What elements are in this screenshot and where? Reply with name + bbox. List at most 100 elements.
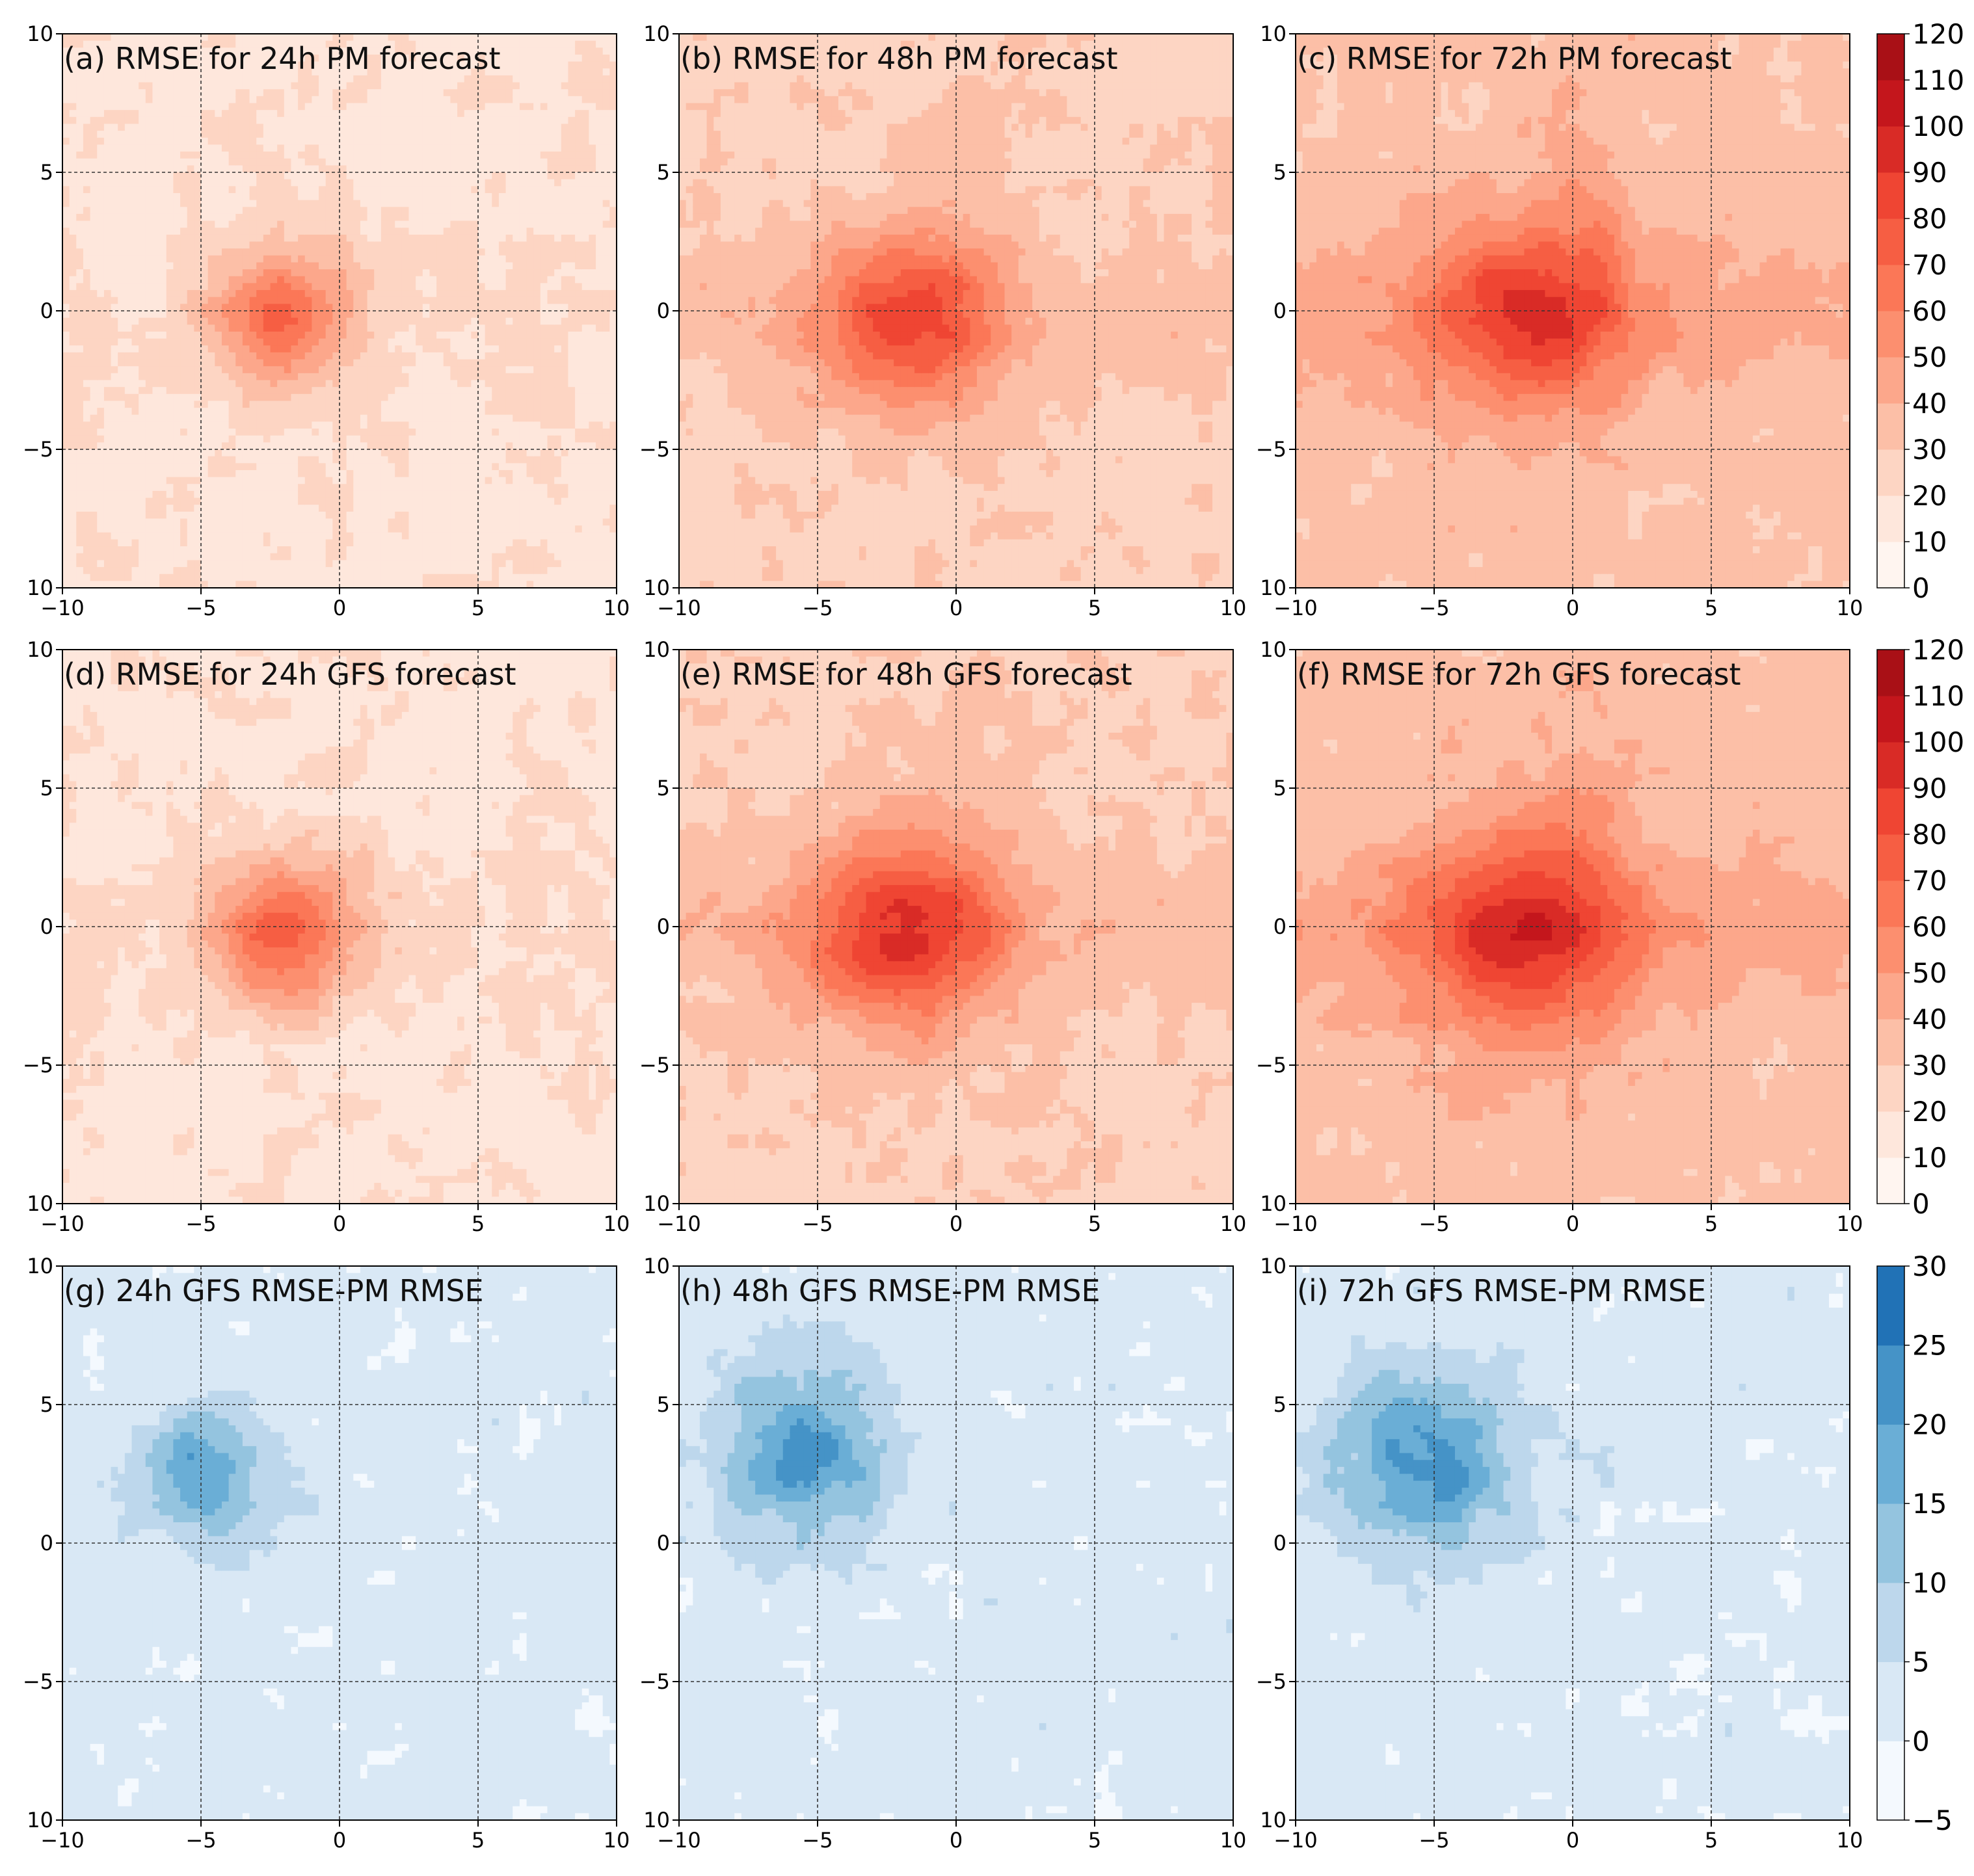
colorbar-bin: [1877, 1424, 1904, 1504]
colorbar-tick-label: 80: [1912, 819, 1947, 851]
x-tick-label: 0: [333, 596, 346, 620]
panels: −10 −5 0 5 10 10 5 0 −5 10 (a) RMSE for 24h PM for…: [23, 21, 1863, 1853]
y-tick-label: 5: [40, 776, 53, 800]
colorbar-bin: [1877, 34, 1904, 81]
y-tick-label: −5: [1256, 1669, 1287, 1694]
x-tick-label: −5: [802, 596, 833, 620]
colorbar-bin: [1877, 742, 1904, 789]
y-tick-label: 5: [657, 160, 670, 185]
x-tick-label: 0: [333, 1211, 346, 1236]
colorbar-tick-label: 60: [1912, 911, 1947, 943]
x-tick-label: −10: [657, 1828, 701, 1853]
y-tick-label: −5: [639, 1053, 670, 1077]
y-tick-label: 5: [1274, 776, 1287, 800]
colorbar-bin: [1877, 218, 1904, 265]
x-tick-label: 5: [1088, 1211, 1101, 1236]
colorbar-bin: [1877, 495, 1904, 542]
x-tick-label: 0: [950, 596, 963, 620]
colorbar-bin: [1877, 311, 1904, 358]
y-tick-label: 10: [1260, 1808, 1287, 1832]
colorbar-bin: [1877, 1661, 1904, 1741]
panel-title-g: (g) 24h GFS RMSE-PM RMSE: [64, 1273, 484, 1308]
y-tick-label: 0: [657, 298, 670, 323]
x-tick-label: 10: [604, 596, 630, 620]
y-tick-label: 10: [27, 1808, 53, 1832]
field-c: [1296, 34, 1850, 588]
colorbar-bin: [1877, 650, 1904, 696]
colorbar-tick-label: 60: [1912, 295, 1947, 327]
colorbar-tick-label: 0: [1912, 1188, 1930, 1220]
colorbar-tick-label: 110: [1912, 680, 1964, 712]
panel-d: −10 −5 0 5 10 10 5 0 −5 10 (d) RMSE for 24h GFS fo…: [23, 637, 630, 1236]
colorbar-tick-label: 20: [1912, 1408, 1947, 1440]
x-tick-label: −5: [185, 596, 216, 620]
panel-a: −10 −5 0 5 10 10 5 0 −5 10 (a) RMSE for 24h PM for…: [23, 21, 630, 620]
x-tick-label: −10: [1274, 596, 1318, 620]
y-tick-label: 0: [1274, 1531, 1287, 1555]
y-tick-label: −5: [639, 1669, 670, 1694]
colorbar-tick-label: 20: [1912, 480, 1947, 512]
colorbar-tick-label: 80: [1912, 203, 1947, 235]
colorbar-bin: [1877, 834, 1904, 881]
colorbar-tick-label: 50: [1912, 341, 1947, 373]
y-tick-label: 10: [643, 575, 670, 600]
panel-c: −10 −5 0 5 10 10 5 0 −5 10 (c) RMSE for 72h PM for…: [1256, 21, 1863, 620]
colorbar-tick-label: 10: [1912, 1142, 1947, 1174]
y-tick-label: 10: [643, 1808, 670, 1832]
colorbar-bin: [1877, 449, 1904, 496]
colorbar-bin: [1877, 788, 1904, 835]
colorbar-tick-label: −5: [1912, 1804, 1953, 1836]
y-tick-label: −5: [1256, 1053, 1287, 1077]
colorbar-bin: [1877, 1019, 1904, 1066]
y-tick-label: 10: [27, 575, 53, 600]
field-i: [1296, 1266, 1850, 1820]
colorbar-tick-label: 30: [1912, 434, 1947, 466]
y-tick-label: 0: [1274, 298, 1287, 323]
panel-h: −10 −5 0 5 10 10 5 0 −5 10 (h) 48h GFS RMSE-PM RMS…: [639, 1254, 1247, 1853]
colorbar-bin: [1877, 973, 1904, 1020]
colorbar-tick-label: 40: [1912, 1003, 1947, 1035]
y-tick-label: −5: [23, 1669, 53, 1694]
x-tick-label: 5: [472, 1828, 485, 1853]
colorbar-bin: [1877, 880, 1904, 927]
x-tick-label: 10: [1837, 596, 1863, 620]
colorbar-bin: [1877, 357, 1904, 404]
y-tick-label: 10: [1260, 1254, 1287, 1278]
panel-title-c: (c) RMSE for 72h PM forecast: [1297, 41, 1732, 76]
panel-title-h: (h) 48h GFS RMSE-PM RMSE: [680, 1273, 1100, 1308]
colorbar-bin: [1877, 1111, 1904, 1158]
x-tick-label: 5: [1705, 596, 1718, 620]
colorbar-bin: [1877, 1157, 1904, 1204]
y-tick-label: 0: [40, 298, 53, 323]
y-tick-label: −5: [639, 437, 670, 462]
colorbar-tick-label: 10: [1912, 526, 1947, 558]
y-tick-label: 5: [1274, 1392, 1287, 1417]
colorbar-bin: [1877, 696, 1904, 743]
y-tick-label: 10: [643, 21, 670, 46]
colorbar-frame: [1876, 1265, 1905, 1821]
y-tick-label: 5: [657, 1392, 670, 1417]
x-tick-label: 0: [1566, 596, 1579, 620]
x-tick-label: 0: [333, 1828, 346, 1853]
x-tick-label: 10: [1837, 1211, 1863, 1236]
x-tick-label: −10: [1274, 1828, 1318, 1853]
colorbar-tick-label: 30: [1912, 1250, 1947, 1282]
x-tick-label: −5: [185, 1828, 216, 1853]
y-tick-label: 5: [40, 1392, 53, 1417]
x-tick-label: −10: [40, 1828, 85, 1853]
y-tick-label: −5: [23, 437, 53, 462]
colorbar-tick-label: 120: [1912, 634, 1964, 666]
y-tick-label: 10: [27, 1191, 53, 1216]
colorbar-tick-label: 120: [1912, 18, 1964, 50]
colorbar-tick-label: 100: [1912, 726, 1964, 758]
x-tick-label: −10: [657, 596, 701, 620]
colorbar-tick-label: 70: [1912, 865, 1947, 897]
y-tick-label: 10: [1260, 575, 1287, 600]
colorbar-bin: [1877, 403, 1904, 450]
colorbar-tick-label: 70: [1912, 249, 1947, 281]
field-f: [1296, 650, 1850, 1204]
x-tick-label: −10: [657, 1211, 701, 1236]
colorbar-rmse-diff: −5 0 5 10 15 20 25 30: [1876, 1250, 1953, 1836]
panel-f: −10 −5 0 5 10 10 5 0 −5 10 (f) RMSE for 72h GFS fo…: [1256, 637, 1863, 1236]
panel-g: −10 −5 0 5 10 10 5 0 −5 10 (g) 24h GFS RMSE-PM RMS…: [23, 1254, 630, 1853]
